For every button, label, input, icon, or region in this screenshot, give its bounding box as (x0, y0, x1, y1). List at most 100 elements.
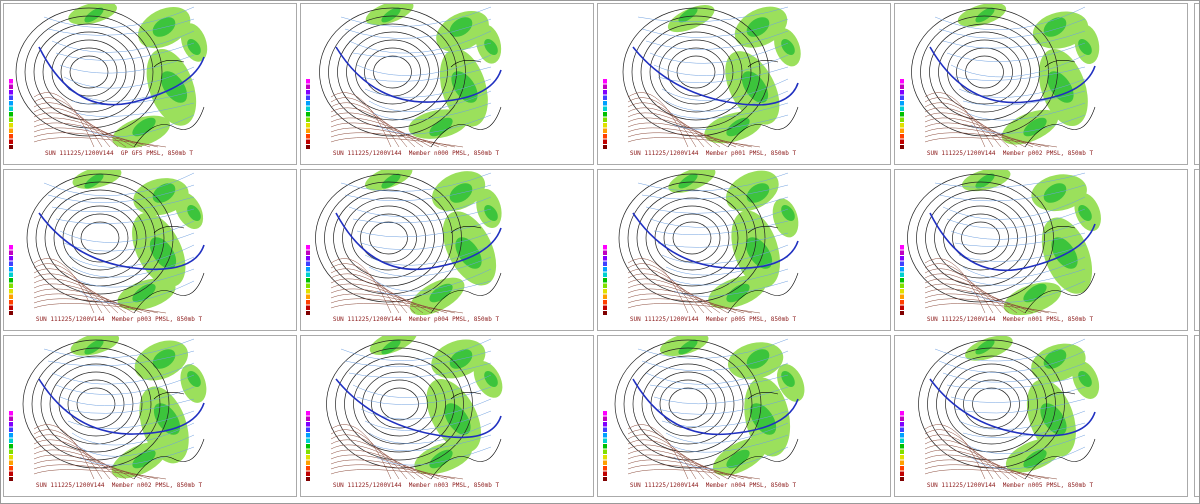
precip-heavy (451, 71, 478, 103)
map-panel: SUN 111225/1200V144 Member n001 PMSL, 85… (894, 169, 1188, 331)
color-key (900, 311, 904, 315)
color-key (9, 460, 13, 465)
isobar (35, 181, 165, 295)
precip-heavy (1023, 117, 1047, 137)
isotherm-warm (330, 258, 392, 314)
isobar (672, 221, 712, 255)
isobar (623, 347, 753, 461)
isotherm (47, 184, 195, 203)
map-image (306, 4, 502, 149)
isotherm-warm (33, 263, 103, 314)
isotherm (946, 374, 1086, 390)
color-key (306, 411, 310, 416)
precip-heavy (781, 371, 795, 387)
color-key (306, 294, 310, 299)
coastline (133, 60, 205, 148)
color-key (603, 139, 607, 144)
isotherm (67, 410, 195, 429)
coastline (727, 392, 799, 480)
color-key (603, 455, 607, 460)
color-key (900, 106, 904, 111)
isotherm (962, 256, 1086, 279)
freezing-line (38, 46, 205, 106)
isotherm (962, 90, 1086, 106)
precip-heavy (746, 183, 770, 203)
precip (667, 5, 715, 33)
precip-heavy (444, 403, 471, 435)
isotherm (360, 66, 492, 82)
color-key (306, 300, 310, 305)
color-key (306, 422, 310, 427)
isobar (927, 347, 1056, 461)
isobar (342, 197, 435, 279)
isotherm-warm (924, 298, 1050, 314)
color-key (603, 272, 607, 277)
precip-heavy (132, 449, 156, 469)
isobar (952, 213, 1009, 263)
color-key (603, 267, 607, 272)
isobar (44, 189, 156, 287)
isotherm (665, 90, 789, 112)
precip-heavy (1051, 237, 1078, 269)
color-key (900, 449, 904, 454)
color-key (603, 256, 607, 261)
color-key (9, 283, 13, 288)
color-key (306, 250, 310, 255)
color-key (306, 449, 310, 454)
color-key (603, 433, 607, 438)
color-key (306, 256, 310, 261)
color-key (603, 294, 607, 299)
precip-heavy (429, 449, 453, 469)
freezing-line (929, 378, 1096, 437)
isotherm (356, 54, 492, 76)
isotherm (970, 114, 1086, 134)
freezing-line (632, 212, 799, 270)
isotherm (340, 6, 492, 27)
isotherm-warm (627, 92, 689, 148)
color-key (603, 449, 607, 454)
color-key (306, 471, 310, 476)
coastline (430, 60, 502, 148)
color-key (603, 90, 607, 95)
isotherm (946, 208, 1086, 229)
isotherm (962, 422, 1086, 438)
isotherm (645, 30, 789, 50)
precip-heavy (678, 173, 698, 189)
isotherm-warm (33, 97, 103, 148)
color-key (900, 477, 904, 481)
map (907, 170, 1101, 315)
isotherm-warm (330, 303, 464, 314)
isobar (49, 363, 143, 445)
color-key (900, 455, 904, 460)
precip-heavy (187, 205, 201, 221)
precip-heavy (975, 339, 995, 355)
isotherm-warm (330, 464, 456, 480)
coastline (1024, 60, 1096, 148)
isobar (22, 339, 170, 469)
map (22, 336, 207, 480)
color-key (900, 278, 904, 283)
isotherm-warm (33, 92, 95, 148)
isotherm (348, 196, 492, 217)
isotherm-warm (924, 303, 1058, 314)
isobar (42, 31, 136, 113)
isotherm (75, 434, 195, 457)
precip-heavy (726, 117, 750, 137)
color-key (9, 106, 13, 111)
isotherm-warm (627, 429, 697, 480)
isotherm (637, 338, 789, 359)
isotherm (649, 42, 789, 64)
color-key (603, 422, 607, 427)
color-key (9, 422, 13, 427)
color-key (603, 250, 607, 255)
precip-heavy (746, 17, 770, 37)
precip-heavy (1023, 449, 1047, 469)
isotherm (352, 42, 492, 58)
color-key (9, 134, 13, 139)
map (618, 170, 799, 314)
isobar (344, 355, 455, 453)
isobar (40, 355, 152, 453)
color-key (306, 311, 310, 315)
color-key (900, 90, 904, 95)
